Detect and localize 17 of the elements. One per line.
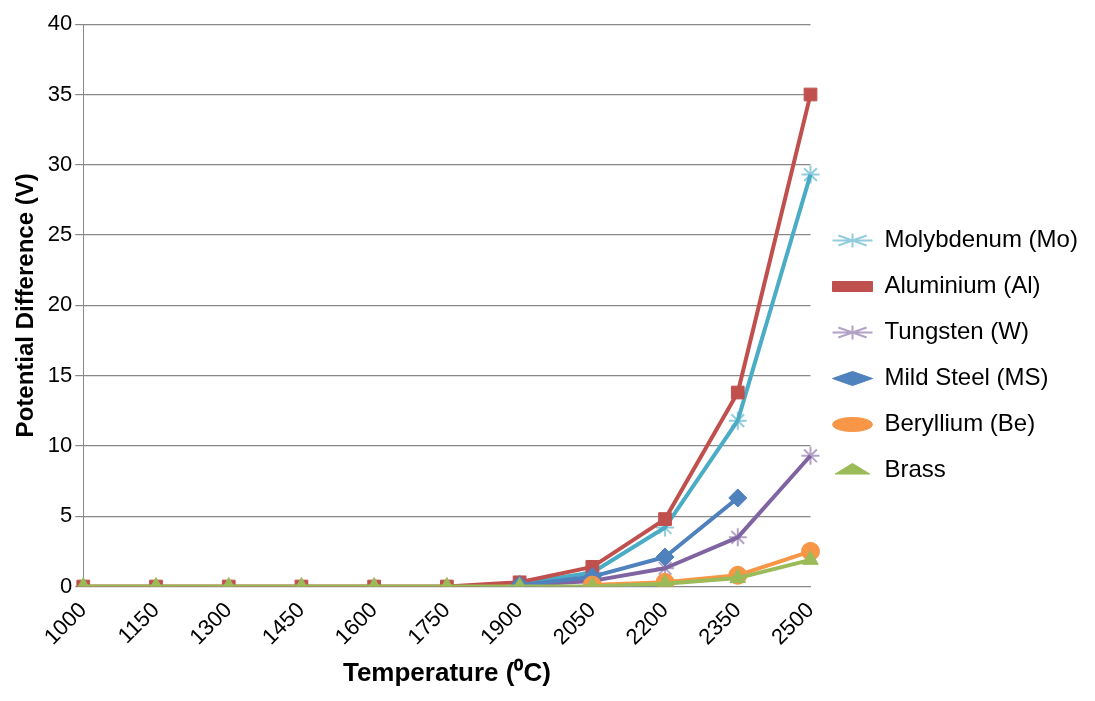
legend-label: Brass (884, 455, 946, 483)
legend-label: Tungsten (W) (884, 317, 1029, 345)
y-tick-label: 40 (47, 10, 73, 36)
y-tick-label: 15 (47, 361, 73, 387)
y-tick-label: 20 (47, 291, 73, 317)
legend-label: Beryllium (Be) (884, 409, 1036, 437)
y-tick-label: 30 (47, 150, 73, 176)
y-tick-label: 25 (47, 221, 73, 247)
y-axis-title: Potential Difference (V) (11, 173, 39, 438)
y-tick-label: 35 (47, 80, 73, 106)
y-tick-label: 5 (60, 502, 73, 528)
legend-label: Molybdenum (Mo) (884, 225, 1078, 253)
y-tick-label: 0 (60, 572, 73, 598)
legend-label: Aluminium (Al) (884, 271, 1041, 299)
legend-label: Mild Steel (MS) (884, 363, 1049, 391)
y-tick-label: 10 (47, 432, 73, 458)
x-axis-title: Temperature (⁰C) (342, 656, 551, 687)
